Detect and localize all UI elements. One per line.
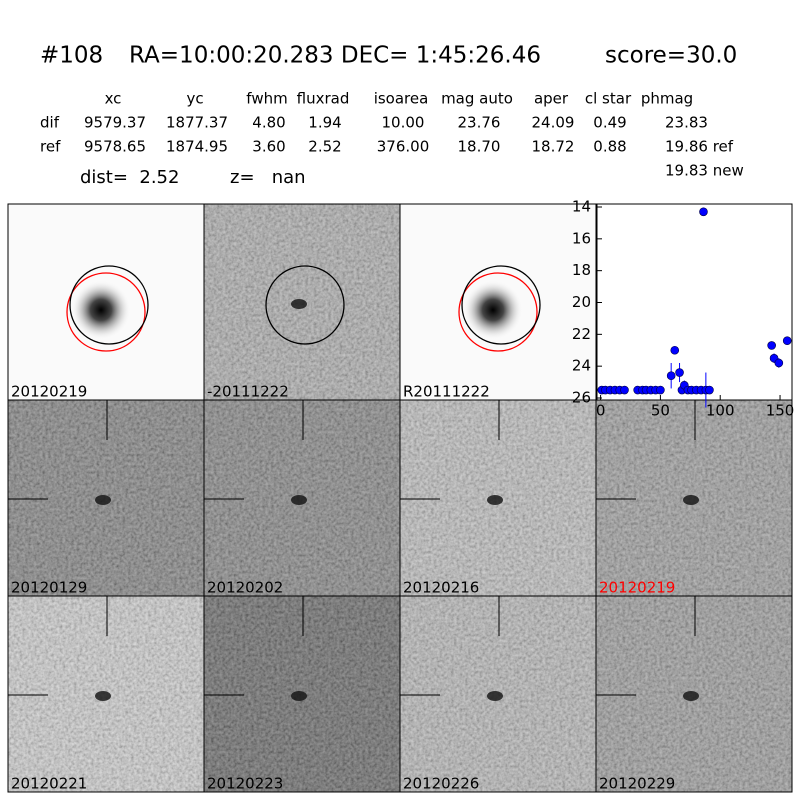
table-cell: 4.80 (252, 114, 285, 132)
point (656, 385, 665, 395)
stamp-label: 20120219 (599, 579, 675, 597)
column-header: phmag (641, 90, 693, 108)
y-tick-label: 24 (572, 357, 591, 375)
stamp-label: 20120219 (11, 383, 87, 401)
stamp-label: 20120202 (207, 579, 283, 597)
table-cell: 0.88 (593, 138, 626, 156)
column-header: cl star (585, 90, 632, 108)
y-tick-label: 20 (572, 293, 591, 311)
table-cell: 2.52 (308, 138, 341, 156)
row-label: ref (40, 138, 61, 156)
table-cell: 10.00 (382, 114, 425, 132)
x-tick-label: 100 (706, 402, 735, 420)
source (683, 691, 699, 701)
column-header: mag auto (441, 90, 513, 108)
table-cell: 9579.37 (84, 114, 146, 132)
point (699, 207, 708, 217)
source (95, 691, 111, 701)
distance: dist= 2.52 (80, 167, 179, 188)
point (666, 371, 676, 381)
phmag-new: 19.83 new (665, 162, 744, 180)
source (291, 691, 307, 701)
plot-background (596, 203, 793, 401)
redshift: z= nan (230, 167, 306, 188)
coordinates: RA=10:00:20.283 DEC= 1:45:26.46 (129, 43, 541, 69)
score: score=30.0 (605, 43, 737, 69)
column-header: yc (186, 90, 203, 108)
x-tick-label: 0 (596, 402, 606, 420)
point (675, 368, 684, 377)
source (487, 691, 503, 701)
column-header: xc (105, 90, 122, 108)
table-cell: 9578.65 (84, 138, 146, 156)
y-tick-label: 14 (572, 198, 591, 216)
table-cell: 0.49 (593, 114, 626, 132)
point (670, 345, 680, 355)
point (705, 385, 714, 395)
column-header: isoarea (374, 90, 429, 108)
source (95, 495, 111, 505)
y-tick-label: 16 (572, 229, 591, 247)
stamp-label: 20120221 (11, 775, 87, 793)
aperture (461, 265, 541, 345)
table-cell: 19.86 ref (665, 138, 734, 156)
source (463, 280, 523, 340)
table-cell: 1.94 (308, 114, 341, 132)
y-tick-label: 18 (572, 261, 591, 279)
table-cell: 18.72 (532, 138, 575, 156)
column-header: fwhm (246, 90, 287, 108)
stamp-label: 20120216 (403, 579, 479, 597)
point (767, 341, 776, 350)
y-tick-label: 26 (572, 389, 591, 407)
source (291, 299, 307, 309)
column-header: aper (534, 90, 569, 108)
table-cell: 23.83 (665, 114, 708, 132)
source (683, 495, 699, 505)
x-tick-label: 150 (766, 402, 795, 420)
source (487, 495, 503, 505)
table-cell: 376.00 (377, 138, 430, 156)
aperture-ref (66, 272, 146, 352)
source (291, 495, 307, 505)
stamp-label: 20120226 (403, 775, 479, 793)
table-cell: 23.76 (458, 114, 501, 132)
row-label: dif (40, 114, 60, 132)
y-tick-label: 22 (572, 325, 591, 343)
stamp-label: 20120229 (599, 775, 675, 793)
table-cell: 1877.37 (166, 114, 228, 132)
table-cell: 24.09 (532, 114, 575, 132)
point (620, 385, 629, 395)
column-header: fluxrad (297, 90, 350, 108)
stamp-frame (595, 595, 793, 793)
stamp-label: 20120129 (11, 579, 87, 597)
stamp-grid: 20120219 -20111222 R20111222 20120129 201202… (7, 203, 793, 793)
stamp-label: 20120223 (207, 775, 283, 793)
stamp-label: R20111222 (403, 383, 490, 401)
aperture-ref (458, 272, 538, 352)
aperture (265, 265, 345, 345)
source (71, 280, 131, 340)
stamp-label: -20111222 (207, 383, 289, 401)
x-tick-label: 50 (651, 402, 670, 420)
table-cell: 3.60 (252, 138, 285, 156)
point (782, 336, 792, 346)
aperture (69, 265, 149, 345)
table-cell: 1874.95 (166, 138, 228, 156)
point (774, 358, 784, 368)
object-id: #108 (40, 43, 103, 69)
table-cell: 18.70 (458, 138, 501, 156)
